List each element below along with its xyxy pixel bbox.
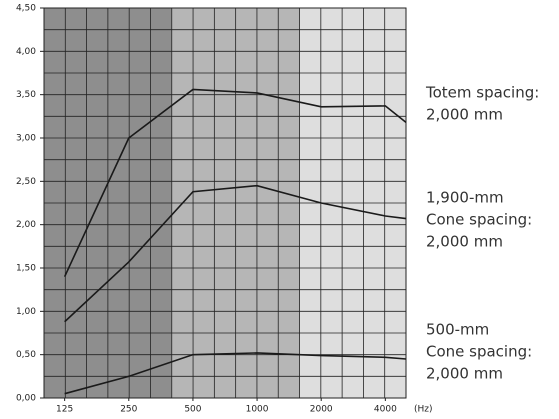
y-tick-label: 1,50 <box>16 264 36 274</box>
x-tick-label: 4000 <box>374 405 397 415</box>
series-label: Cone spacing: <box>426 211 532 229</box>
series-label: 500-mm <box>426 321 489 339</box>
x-tick-label: 125 <box>56 405 73 415</box>
series-line <box>64 352 407 395</box>
y-tick-label: 4,50 <box>16 4 36 14</box>
x-unit: (Hz) <box>414 405 433 415</box>
y-tick-label: 2,00 <box>16 220 36 230</box>
series-label: Totem spacing: <box>425 84 539 102</box>
minor-grid <box>44 8 406 398</box>
series-label: 2,000 mm <box>426 233 503 251</box>
series-label: 1,900-mm <box>426 189 504 207</box>
x-tick-label: 250 <box>120 405 137 415</box>
series-line <box>64 184 407 323</box>
y-tick-label: 4,00 <box>16 47 36 57</box>
x-tick-label: 500 <box>184 405 201 415</box>
y-tick-label: 0,00 <box>16 394 36 404</box>
y-tick-label: 3,50 <box>16 90 36 100</box>
plot-frame <box>43 7 407 399</box>
x-tick-label: 2000 <box>310 405 333 415</box>
y-tick-label: 0,50 <box>16 350 36 360</box>
y-tick-label: 2,50 <box>16 177 36 187</box>
x-tick-label: 1000 <box>246 405 269 415</box>
y-tick-label: 1,00 <box>16 307 36 317</box>
series-label: Cone spacing: <box>426 343 532 361</box>
series-label: 2,000 mm <box>426 365 503 383</box>
series-line <box>63 88 407 278</box>
series-label: 2,000 mm <box>426 106 503 124</box>
y-tick-label: 3,00 <box>16 134 36 144</box>
